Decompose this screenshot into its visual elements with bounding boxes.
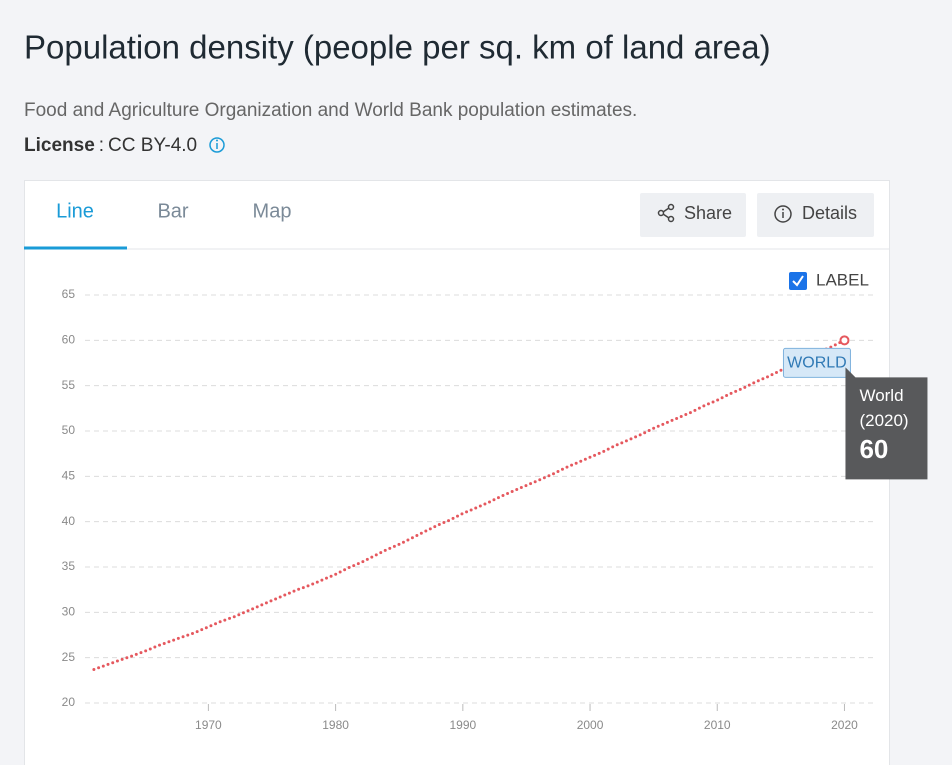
info-icon[interactable] (209, 137, 225, 153)
subtitle: Food and Agriculture Organization and Wo… (24, 100, 637, 121)
x-tick-label: 2010 (704, 718, 731, 732)
y-tick-label: 40 (62, 514, 76, 528)
license-label: License (24, 135, 95, 156)
y-tick-label: 20 (62, 695, 76, 709)
tab[interactable]: Line (56, 200, 94, 222)
button-label: Details (802, 203, 857, 223)
card (24, 180, 890, 765)
details-button[interactable]: Details (757, 193, 874, 237)
series-label: WORLD (787, 355, 847, 372)
title: Population density (people per sq. km of… (24, 29, 771, 66)
tooltip-period: (2020) (859, 411, 908, 430)
tooltip (845, 367, 928, 480)
y-tick-label: 25 (62, 650, 76, 664)
tooltip-name: World (859, 386, 903, 405)
x-tick-label: 1990 (449, 718, 476, 732)
license: License: CC BY-4.0 (24, 135, 197, 156)
x-tick-label: 1980 (322, 718, 349, 732)
x-tick-label: 1970 (195, 718, 222, 732)
y-tick-label: 55 (62, 378, 76, 392)
x-tick-label: 2020 (831, 718, 858, 732)
share-button[interactable]: Share (640, 193, 746, 237)
label-checkbox[interactable]: LABEL (789, 270, 869, 290)
license-sep: : (99, 135, 104, 156)
y-tick-label: 50 (62, 423, 76, 437)
y-tick-label: 45 (62, 469, 76, 483)
x-tick-label: 2000 (577, 718, 604, 732)
series-label-box (782, 347, 851, 378)
y-tick-label: 65 (62, 287, 76, 301)
tab[interactable]: Bar (157, 200, 188, 222)
y-tick-label: 30 (62, 605, 76, 619)
y-tick-label: 60 (62, 333, 76, 347)
y-tick-label: 35 (62, 559, 76, 573)
label-toggle: LABEL (816, 270, 869, 289)
tab[interactable]: Map (253, 200, 292, 222)
button-label: Share (684, 203, 732, 223)
series-line (92, 338, 846, 671)
end-point (839, 335, 850, 346)
tooltip-value: 60 (859, 434, 888, 464)
license-value: CC BY-4.0 (108, 135, 197, 156)
